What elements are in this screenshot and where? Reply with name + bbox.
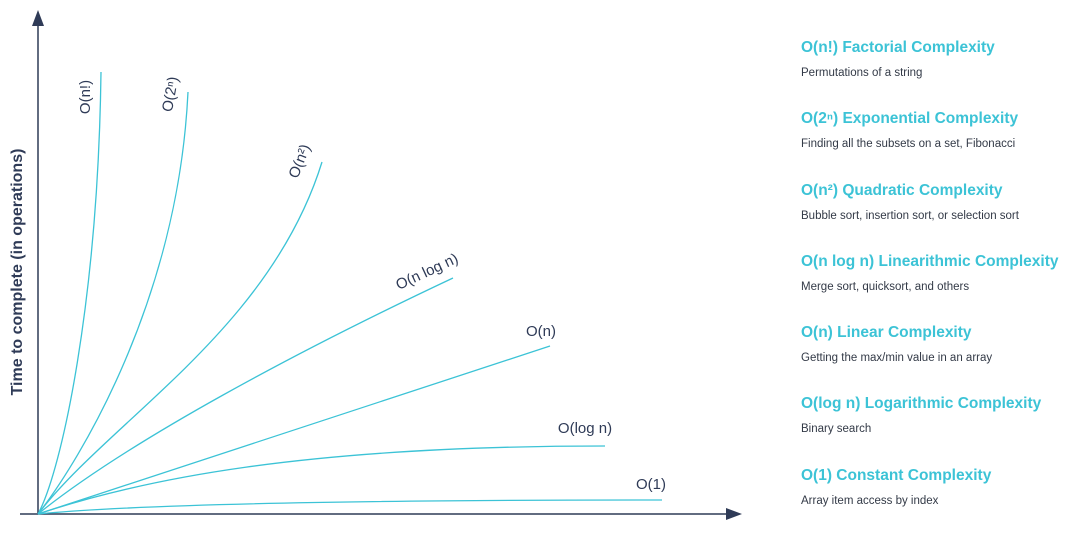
legend-item-quadratic: O(n²) Quadratic Complexity Bubble sort, … xyxy=(801,181,1083,252)
legend-description: Permutations of a string xyxy=(801,67,923,79)
legend-item-linearithmic: O(n log n) Linearithmic Complexity Merge… xyxy=(801,252,1083,323)
legend-item-linear: O(n) Linear Complexity Getting the max/m… xyxy=(801,323,1083,394)
legend-description: Merge sort, quicksort, and others xyxy=(801,280,970,293)
curve-label-factorial: O(n!) xyxy=(77,80,94,114)
y-axis-arrow xyxy=(32,10,44,26)
curve-constant xyxy=(37,499,663,515)
legend-description: Bubble sort, insertion sort, or selectio… xyxy=(801,209,1019,222)
legend-item-constant: O(1) Constant Complexity Array item acce… xyxy=(801,466,1083,537)
legend-title: O(n!) Factorial Complexity xyxy=(801,39,995,56)
legend-item-logarithmic: O(log n) Logarithmic Complexity Binary s… xyxy=(801,394,1083,465)
legend-description: Getting the max/min value in an array xyxy=(801,352,993,365)
legend-title: O(n log n) Linearithmic Complexity xyxy=(801,252,1059,270)
legend-description: Array item access by index xyxy=(801,494,939,507)
curve-label-linear: O(n) xyxy=(526,323,556,340)
curve-exponential xyxy=(37,91,189,515)
legend-title: O(1) Constant Complexity xyxy=(801,466,992,484)
curve-label-constant: O(1) xyxy=(636,476,666,493)
legend-title: O(2ⁿ) Exponential Complexity xyxy=(801,110,1019,128)
curve-linear xyxy=(37,345,551,515)
legend-item-factorial: O(n!) Factorial Complexity Permutations … xyxy=(801,38,1083,109)
curve-label-quadratic: O(n²) xyxy=(285,142,314,181)
legend-description: Finding all the subsets on a set, Fibona… xyxy=(801,138,1016,151)
curve-quadratic xyxy=(37,161,323,515)
curve-label-linearithmic: O(n log n) xyxy=(393,250,461,294)
legend-title: O(log n) Logarithmic Complexity xyxy=(801,395,1042,413)
y-axis-label: Time to complete (in operations) xyxy=(9,149,26,396)
complexity-chart: Time to complete (in operations) O(n!) O… xyxy=(9,10,742,520)
curve-factorial xyxy=(37,71,102,515)
legend-item-exponential: O(2ⁿ) Exponential Complexity Finding all… xyxy=(801,109,1083,180)
curve-label-logarithmic: O(log n) xyxy=(558,420,612,437)
complexity-legend: O(n!) Factorial Complexity Permutations … xyxy=(801,38,1083,537)
curve-logarithmic xyxy=(37,445,606,515)
legend-title: O(n) Linear Complexity xyxy=(801,324,972,342)
legend-title: O(n²) Quadratic Complexity xyxy=(801,181,1003,199)
curve-linearithmic xyxy=(37,277,454,515)
legend-description: Binary search xyxy=(801,423,872,436)
curve-label-exponential: O(2ⁿ) xyxy=(159,75,182,113)
x-axis-arrow xyxy=(726,508,742,520)
